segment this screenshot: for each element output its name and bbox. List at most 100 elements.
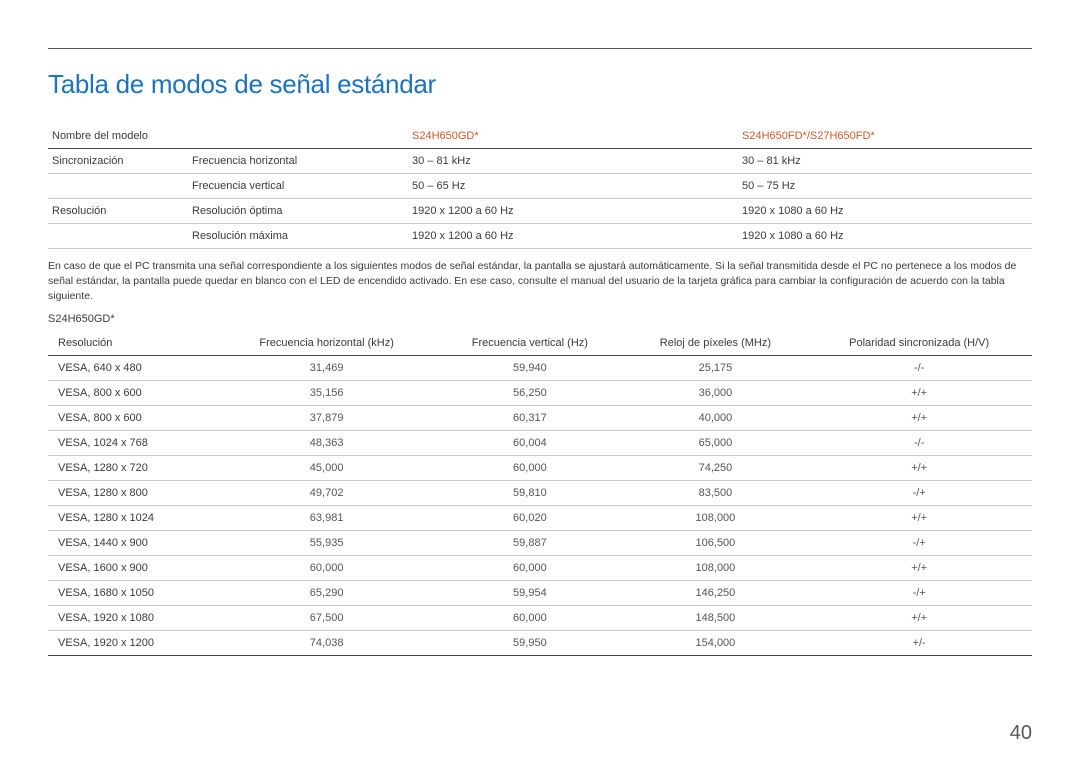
mode-row: VESA, 1600 x 90060,00060,000108,000+/+ xyxy=(48,555,1032,580)
mode-header-row: Resolución Frecuencia horizontal (kHz) F… xyxy=(48,331,1032,356)
mode-res: VESA, 1920 x 1200 xyxy=(48,630,218,655)
mode-fv: 59,950 xyxy=(435,630,624,655)
spec-group xyxy=(48,174,188,199)
mode-pol: +/+ xyxy=(806,455,1032,480)
mode-fv: 59,810 xyxy=(435,480,624,505)
mode-row: VESA, 1280 x 72045,00060,00074,250+/+ xyxy=(48,455,1032,480)
spec-header-model-1: S24H650GD* xyxy=(408,124,738,149)
mode-res: VESA, 800 x 600 xyxy=(48,380,218,405)
mode-col-resolution: Resolución xyxy=(48,331,218,356)
mode-res: VESA, 1440 x 900 xyxy=(48,530,218,555)
mode-row: VESA, 1280 x 80049,70259,81083,500-/+ xyxy=(48,480,1032,505)
mode-fh: 55,935 xyxy=(218,530,435,555)
mode-clk: 83,500 xyxy=(625,480,807,505)
spec-row: SincronizaciónFrecuencia horizontal30 – … xyxy=(48,149,1032,174)
mode-table-subheader: S24H650GD* xyxy=(48,313,1032,325)
mode-fv: 59,954 xyxy=(435,580,624,605)
spec-group: Resolución xyxy=(48,199,188,224)
spec-header-label: Nombre del modelo xyxy=(48,124,408,149)
mode-clk: 40,000 xyxy=(625,405,807,430)
spec-v1: 1920 x 1200 a 60 Hz xyxy=(408,224,738,249)
mode-col-fv: Frecuencia vertical (Hz) xyxy=(435,331,624,356)
mode-res: VESA, 1600 x 900 xyxy=(48,555,218,580)
spec-v2: 1920 x 1080 a 60 Hz xyxy=(738,199,1032,224)
mode-fh: 60,000 xyxy=(218,555,435,580)
mode-clk: 65,000 xyxy=(625,430,807,455)
mode-clk: 36,000 xyxy=(625,380,807,405)
mode-res: VESA, 800 x 600 xyxy=(48,405,218,430)
mode-row: VESA, 800 x 60037,87960,31740,000+/+ xyxy=(48,405,1032,430)
mode-row: VESA, 1920 x 120074,03859,950154,000+/- xyxy=(48,630,1032,655)
mode-pol: -/+ xyxy=(806,480,1032,505)
mode-fv: 60,000 xyxy=(435,455,624,480)
spec-v1: 30 – 81 kHz xyxy=(408,149,738,174)
mode-row: VESA, 1440 x 90055,93559,887106,500-/+ xyxy=(48,530,1032,555)
mode-pol: -/+ xyxy=(806,580,1032,605)
mode-fv: 56,250 xyxy=(435,380,624,405)
spec-attr: Resolución óptima xyxy=(188,199,408,224)
spec-table: Nombre del modelo S24H650GD* S24H650FD*/… xyxy=(48,124,1032,249)
mode-row: VESA, 1024 x 76848,36360,00465,000-/- xyxy=(48,430,1032,455)
mode-pol: +/+ xyxy=(806,405,1032,430)
mode-fv: 60,020 xyxy=(435,505,624,530)
spec-v1: 50 – 65 Hz xyxy=(408,174,738,199)
mode-pol: -/- xyxy=(806,355,1032,380)
spec-row: Resolución máxima1920 x 1200 a 60 Hz1920… xyxy=(48,224,1032,249)
mode-clk: 108,000 xyxy=(625,555,807,580)
mode-fh: 65,290 xyxy=(218,580,435,605)
mode-fh: 45,000 xyxy=(218,455,435,480)
mode-clk: 108,000 xyxy=(625,505,807,530)
mode-fv: 60,317 xyxy=(435,405,624,430)
spec-header-row: Nombre del modelo S24H650GD* S24H650FD*/… xyxy=(48,124,1032,149)
mode-fh: 35,156 xyxy=(218,380,435,405)
mode-row: VESA, 1680 x 105065,29059,954146,250-/+ xyxy=(48,580,1032,605)
mode-fh: 74,038 xyxy=(218,630,435,655)
mode-fv: 59,940 xyxy=(435,355,624,380)
mode-res: VESA, 1680 x 1050 xyxy=(48,580,218,605)
spec-row: Frecuencia vertical50 – 65 Hz50 – 75 Hz xyxy=(48,174,1032,199)
page-title: Tabla de modos de señal estándar xyxy=(48,69,1032,100)
spec-attr: Frecuencia vertical xyxy=(188,174,408,199)
spec-group xyxy=(48,224,188,249)
mode-pol: +/+ xyxy=(806,555,1032,580)
mode-clk: 25,175 xyxy=(625,355,807,380)
mode-res: VESA, 1024 x 768 xyxy=(48,430,218,455)
mode-res: VESA, 1280 x 1024 xyxy=(48,505,218,530)
mode-clk: 146,250 xyxy=(625,580,807,605)
page-number: 40 xyxy=(1010,722,1032,745)
mode-table: Resolución Frecuencia horizontal (kHz) F… xyxy=(48,331,1032,656)
description-paragraph: En caso de que el PC transmita una señal… xyxy=(48,259,1032,305)
mode-fh: 31,469 xyxy=(218,355,435,380)
mode-row: VESA, 1280 x 102463,98160,020108,000+/+ xyxy=(48,505,1032,530)
spec-attr: Frecuencia horizontal xyxy=(188,149,408,174)
mode-col-fh: Frecuencia horizontal (kHz) xyxy=(218,331,435,356)
mode-pol: +/- xyxy=(806,630,1032,655)
spec-v2: 30 – 81 kHz xyxy=(738,149,1032,174)
mode-pol: -/+ xyxy=(806,530,1032,555)
mode-fv: 60,000 xyxy=(435,555,624,580)
spec-v2: 1920 x 1080 a 60 Hz xyxy=(738,224,1032,249)
mode-row: VESA, 800 x 60035,15656,25036,000+/+ xyxy=(48,380,1032,405)
top-rule xyxy=(48,48,1032,49)
mode-res: VESA, 1280 x 720 xyxy=(48,455,218,480)
spec-attr: Resolución máxima xyxy=(188,224,408,249)
spec-v2: 50 – 75 Hz xyxy=(738,174,1032,199)
mode-fh: 37,879 xyxy=(218,405,435,430)
mode-pol: -/- xyxy=(806,430,1032,455)
mode-row: VESA, 1920 x 108067,50060,000148,500+/+ xyxy=(48,605,1032,630)
spec-header-model-2: S24H650FD*/S27H650FD* xyxy=(738,124,1032,149)
mode-clk: 148,500 xyxy=(625,605,807,630)
mode-pol: +/+ xyxy=(806,605,1032,630)
mode-fh: 48,363 xyxy=(218,430,435,455)
mode-pol: +/+ xyxy=(806,505,1032,530)
spec-row: ResoluciónResolución óptima1920 x 1200 a… xyxy=(48,199,1032,224)
mode-col-pol: Polaridad sincronizada (H/V) xyxy=(806,331,1032,356)
mode-res: VESA, 1920 x 1080 xyxy=(48,605,218,630)
mode-res: VESA, 1280 x 800 xyxy=(48,480,218,505)
mode-clk: 154,000 xyxy=(625,630,807,655)
mode-fv: 59,887 xyxy=(435,530,624,555)
mode-fv: 60,000 xyxy=(435,605,624,630)
spec-v1: 1920 x 1200 a 60 Hz xyxy=(408,199,738,224)
mode-fh: 63,981 xyxy=(218,505,435,530)
mode-res: VESA, 640 x 480 xyxy=(48,355,218,380)
